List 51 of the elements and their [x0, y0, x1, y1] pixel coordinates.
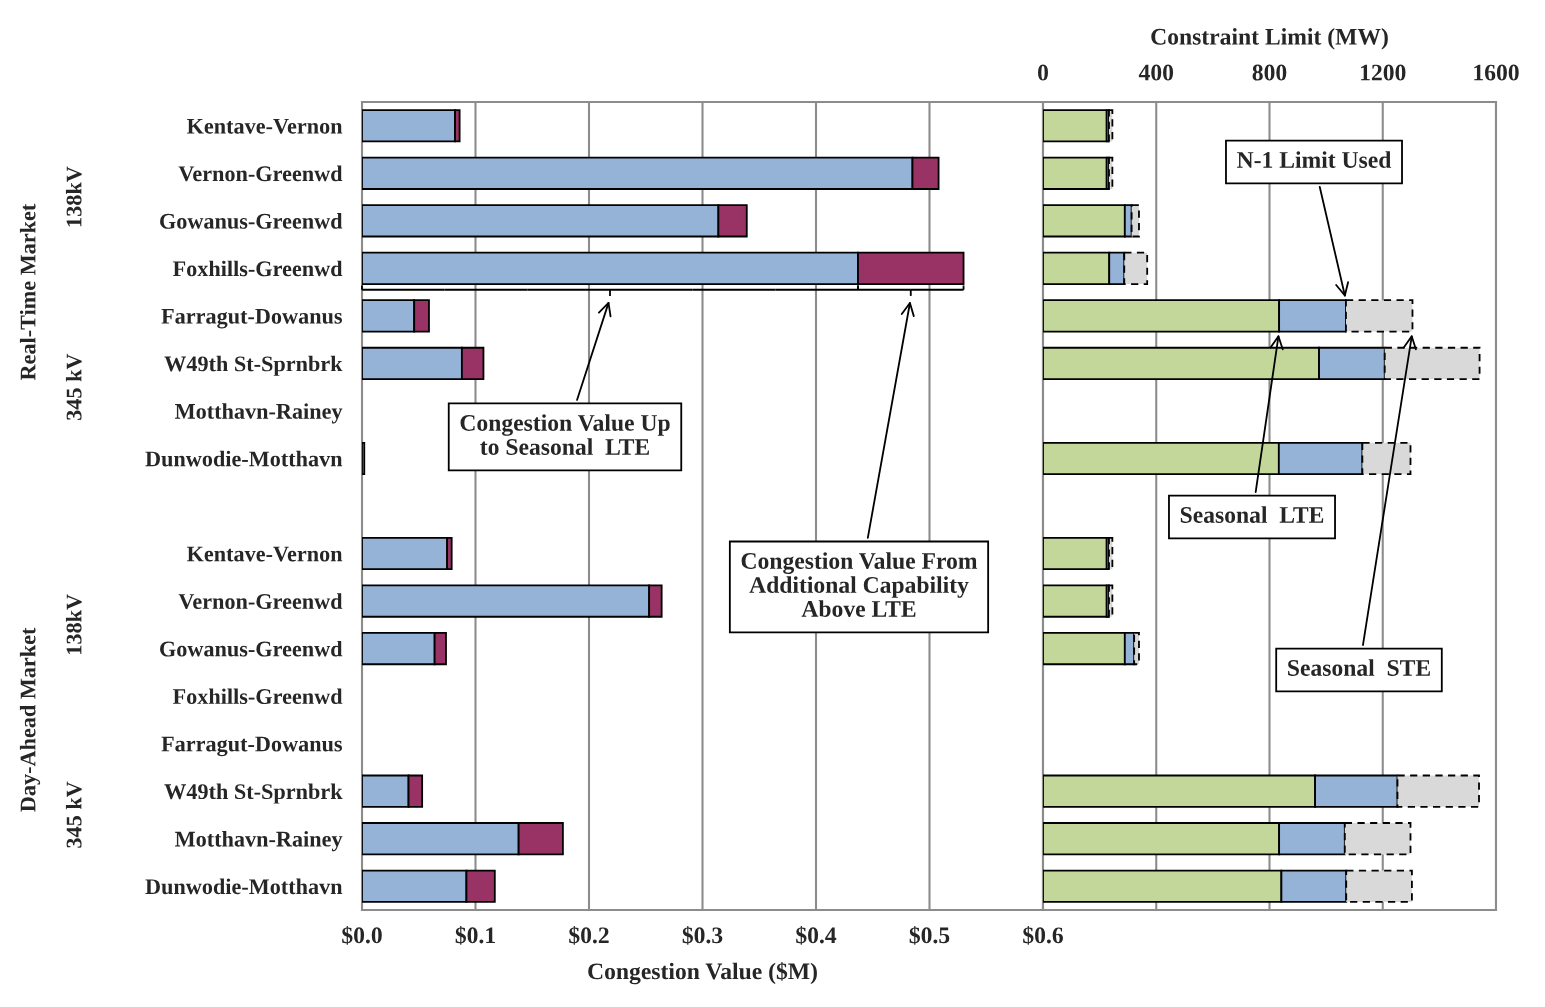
text: 138kV — [65, 594, 82, 654]
x-tick-label: 1200 — [1361, 64, 1406, 81]
x-tick-label: $0.4 — [796, 925, 837, 945]
x-tick-label: 1600 — [1474, 64, 1519, 81]
bar — [1108, 536, 1114, 571]
y-tick-label: Motthavn-Rainey — [175, 831, 343, 852]
text: Day-Ahead Market — [19, 627, 41, 812]
text: 345 kV — [65, 353, 82, 420]
x-axis-title: Constraint Limit (MW) — [1151, 28, 1388, 50]
y-tick-label: Kentave-Vernon — [186, 118, 343, 134]
x-tick-label: 400 — [1138, 64, 1174, 81]
y-tick-label: Farragut-Dowanus — [161, 736, 343, 757]
y-tick-label: W49th St-Sprnbrk — [164, 783, 343, 804]
annotation: Congestion Value From Additional Capability Above LTE — [741, 552, 978, 617]
x-tick-label: $0.1 — [455, 925, 495, 945]
bar — [362, 536, 449, 571]
bar — [1043, 536, 1108, 571]
bar — [1108, 584, 1114, 618]
y-tick-label: Dunwodie-Motthavn — [145, 450, 343, 467]
annotation: Congestion Value Up to Seasonal LTE — [460, 414, 670, 455]
y-tick-label: Vernon-Greenwd — [178, 593, 343, 610]
y-tick-label: Vernon-Greenwd — [178, 165, 343, 182]
annotation: N-1 Limit Used — [1237, 151, 1392, 168]
text: Real-Time Market — [19, 203, 36, 381]
x-tick-label: 0 — [1038, 64, 1048, 81]
annotation: Seasonal STE — [1288, 659, 1430, 676]
y-tick-label: Farragut-Dowanus — [161, 308, 343, 329]
x-tick-label: 800 — [1252, 64, 1287, 81]
bar — [1108, 156, 1114, 190]
text: 138kV — [65, 166, 82, 227]
y-tick-label: Kentave-Vernon — [186, 546, 343, 562]
bar — [1108, 109, 1114, 143]
bar — [1043, 156, 1108, 190]
x-tick-label: $0.2 — [569, 925, 609, 945]
bar — [362, 441, 366, 476]
bar — [1043, 109, 1108, 143]
x-tick-label: $0.6 — [1023, 925, 1063, 945]
y-tick-label: Foxhills-Greenwd — [172, 688, 343, 705]
x-axis-title: Congestion Value ($M) — [588, 961, 817, 985]
annotation: Seasonal LTE — [1180, 506, 1324, 523]
text: 345 kV — [65, 781, 82, 848]
y-tick-label: Motthavn-Rainey — [175, 403, 343, 424]
bar — [1043, 584, 1108, 618]
y-tick-label: Dunwodie-Motthavn — [145, 878, 343, 895]
y-tick-label: Foxhills-Greenwd — [172, 260, 343, 277]
x-tick-label: $0.0 — [342, 925, 382, 945]
y-tick-label: Gowanus-Greenwd — [160, 213, 343, 229]
x-tick-label: $0.3 — [682, 925, 723, 945]
y-tick-label: Gowanus-Greenwd — [160, 640, 343, 657]
y-tick-label: W49th St-Sprnbrk — [164, 355, 343, 376]
x-tick-label: $0.5 — [909, 925, 950, 945]
